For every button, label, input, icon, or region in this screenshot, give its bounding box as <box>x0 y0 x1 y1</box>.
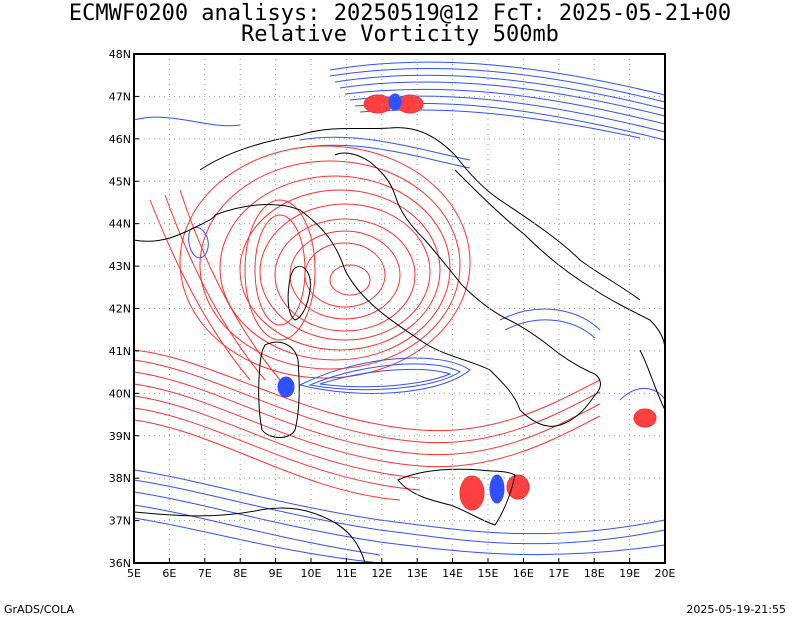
chart-title: ECMWF0200 analisys: 20250519@12 FcT: 202… <box>68 1 732 26</box>
coastlines <box>134 127 665 563</box>
strong-negative-cores <box>277 93 505 504</box>
lat-tick-label: 45N <box>109 175 131 188</box>
lat-tick-label: 38N <box>109 472 131 485</box>
graticule <box>134 54 665 563</box>
lon-tick-label: 6E <box>162 567 176 580</box>
longitude-axis: 5E 6E 7E 8E 9E 10E 11E 12E 13E 14E 15E 16E 17E 18E 19E… <box>127 558 676 580</box>
lat-tick-label: 43N <box>109 260 131 273</box>
lon-tick-label: 9E <box>269 567 283 580</box>
positive-vorticity-center <box>179 145 471 379</box>
lat-tick-label: 40N <box>109 387 131 400</box>
lat-tick-label: 44N <box>109 218 131 231</box>
lat-tick-label: 36N <box>109 557 131 570</box>
lon-tick-label: 15E <box>478 567 499 580</box>
lat-tick-label: 46N <box>109 133 131 146</box>
strong-positive-cores <box>363 94 657 511</box>
positive-vorticity-band-south <box>134 189 601 501</box>
lon-tick-label: 5E <box>127 567 141 580</box>
lat-tick-label: 37N <box>109 515 131 528</box>
latitude-axis: 36N 37N 38N 39N 40N 41N 42N 43N 44N 45N 46N 47N 48N <box>109 48 139 570</box>
lon-tick-label: 8E <box>233 567 247 580</box>
lon-tick-label: 18E <box>584 567 605 580</box>
lon-tick-label: 20E <box>655 567 676 580</box>
lon-tick-label: 11E <box>336 567 357 580</box>
lat-tick-label: 39N <box>109 430 131 443</box>
software-credit: GrADS/COLA <box>4 603 74 616</box>
negative-vorticity-band-north <box>134 61 665 169</box>
lon-tick-label: 17E <box>548 567 569 580</box>
lon-tick-label: 16E <box>513 567 534 580</box>
lon-tick-label: 13E <box>407 567 428 580</box>
chart-subtitle: Relative Vorticity 500mb <box>241 22 559 47</box>
lon-tick-label: 12E <box>371 567 392 580</box>
lat-tick-label: 48N <box>109 48 131 61</box>
lon-tick-label: 19E <box>619 567 640 580</box>
lat-tick-label: 41N <box>109 345 131 358</box>
lat-tick-label: 47N <box>109 90 131 103</box>
lon-tick-label: 7E <box>198 567 212 580</box>
timestamp: 2025-05-19-21:55 <box>686 603 786 616</box>
lon-tick-label: 10E <box>301 567 322 580</box>
lat-tick-label: 42N <box>109 303 131 316</box>
lon-tick-label: 14E <box>442 567 463 580</box>
